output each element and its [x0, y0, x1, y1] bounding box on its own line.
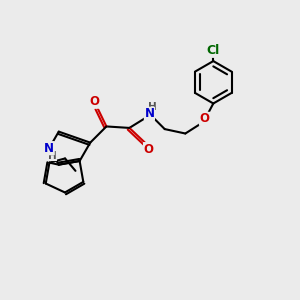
- Text: N: N: [144, 107, 154, 120]
- Text: O: O: [200, 112, 209, 125]
- Text: H: H: [48, 151, 56, 160]
- Text: O: O: [143, 142, 154, 156]
- Text: Cl: Cl: [207, 44, 220, 57]
- Text: H: H: [148, 102, 157, 112]
- Text: N: N: [44, 142, 54, 155]
- Text: O: O: [89, 95, 99, 108]
